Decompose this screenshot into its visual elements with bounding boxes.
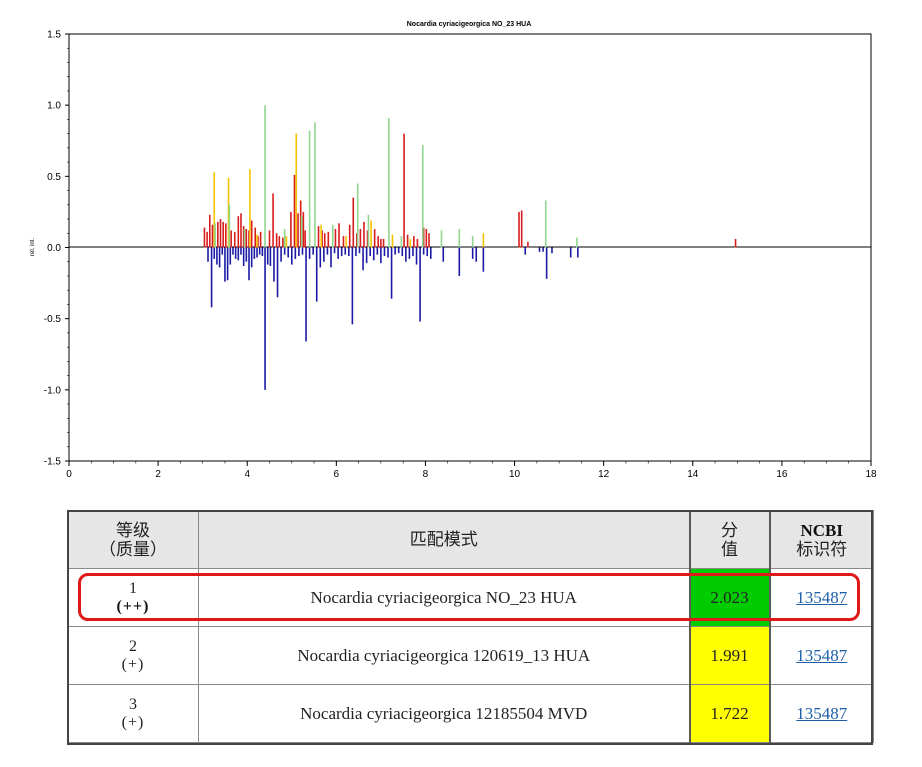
x-tick-label: 2	[155, 469, 161, 480]
score-cell: 2.023	[688, 568, 771, 627]
ncbi-link[interactable]: 135487	[796, 587, 848, 607]
identification-results-table: 等级 （质量） 匹配模式 分 值 NCBI 标识符 1 (++) Nocardi…	[67, 510, 875, 747]
rank-quality: (+)	[121, 713, 145, 731]
rank-number: 3	[129, 695, 137, 713]
score-cell: 1.991	[688, 626, 771, 685]
ncbi-cell: 135487	[769, 626, 874, 685]
header-pattern: 匹配模式	[198, 510, 690, 569]
spectrum-peaks	[203, 105, 737, 390]
x-tick-label: 10	[509, 469, 521, 480]
ncbi-cell: 135487	[769, 568, 874, 627]
header-ncbi-line1: NCBI	[800, 520, 843, 540]
header-rank: 等级 （质量）	[67, 510, 199, 569]
results-table: 等级 （质量） 匹配模式 分 值 NCBI 标识符 1 (++) Nocardi…	[67, 510, 874, 743]
pattern-cell: Nocardia cyriacigeorgica 120619_13 HUA	[198, 626, 690, 685]
header-score-line2: 值	[721, 539, 738, 559]
rank-number: 2	[129, 637, 137, 655]
rank-quality: (++)	[116, 597, 150, 615]
pattern-cell: Nocardia cyriacigeorgica 12185504 MVD	[198, 684, 690, 743]
ncbi-link[interactable]: 135487	[796, 703, 848, 723]
x-tick-label: 0	[66, 469, 72, 480]
rank-cell: 3 (+)	[67, 684, 199, 743]
y-axis-label: rel. int.	[30, 238, 36, 256]
x-tick-label: 16	[776, 469, 788, 480]
x-tick-label: 8	[423, 469, 429, 480]
y-tick-label: -1.5	[44, 457, 62, 468]
header-ncbi-line2: 标识符	[796, 539, 848, 559]
chart-title: Nocardia cyriacigeorgica NO_23 HUA	[407, 21, 532, 28]
rank-quality: (+)	[121, 655, 145, 673]
spectrum-chart: Nocardia cyriacigeorgica NO_23 HUA rel. …	[30, 21, 877, 480]
x-axis: 0 2 4 6 8 10 12 14 16 18	[66, 461, 877, 480]
header-rank-line1: 等级	[116, 520, 150, 540]
y-tick-label: 0.5	[47, 172, 61, 183]
pattern-cell: Nocardia cyriacigeorgica NO_23 HUA	[198, 568, 690, 627]
y-tick-label: -1.0	[44, 385, 62, 396]
ncbi-link[interactable]: 135487	[796, 645, 848, 665]
y-axis: 1.5 1.0 0.5 0.0 -0.5 -1.0 -1.5	[44, 30, 69, 468]
x-tick-label: 4	[244, 469, 250, 480]
header-rank-line2: （质量）	[99, 539, 167, 559]
table-row: 2 (+) Nocardia cyriacigeorgica 120619_13…	[67, 626, 874, 685]
rank-cell: 1 (++)	[67, 568, 199, 627]
table-header-row: 等级 （质量） 匹配模式 分 值 NCBI 标识符	[67, 510, 874, 569]
y-tick-label: 0.0	[47, 243, 61, 254]
x-tick-label: 12	[598, 469, 610, 480]
score-cell: 1.722	[688, 684, 771, 743]
x-tick-label: 14	[687, 469, 699, 480]
y-tick-label: 1.0	[47, 101, 61, 112]
ncbi-cell: 135487	[769, 684, 874, 743]
table-row: 3 (+) Nocardia cyriacigeorgica 12185504 …	[67, 684, 874, 743]
header-score-line1: 分	[721, 520, 738, 540]
x-tick-label: 6	[334, 469, 340, 480]
y-tick-label: -0.5	[44, 314, 62, 325]
y-tick-label: 1.5	[47, 30, 61, 41]
table-row: 1 (++) Nocardia cyriacigeorgica NO_23 HU…	[67, 568, 874, 627]
rank-number: 1	[129, 579, 137, 597]
spectrum-chart-svg: Nocardia cyriacigeorgica NO_23 HUA rel. …	[30, 21, 877, 480]
header-score: 分 值	[688, 510, 771, 569]
header-ncbi: NCBI 标识符	[769, 510, 874, 569]
x-tick-label: 18	[865, 469, 877, 480]
rank-cell: 2 (+)	[67, 626, 199, 685]
